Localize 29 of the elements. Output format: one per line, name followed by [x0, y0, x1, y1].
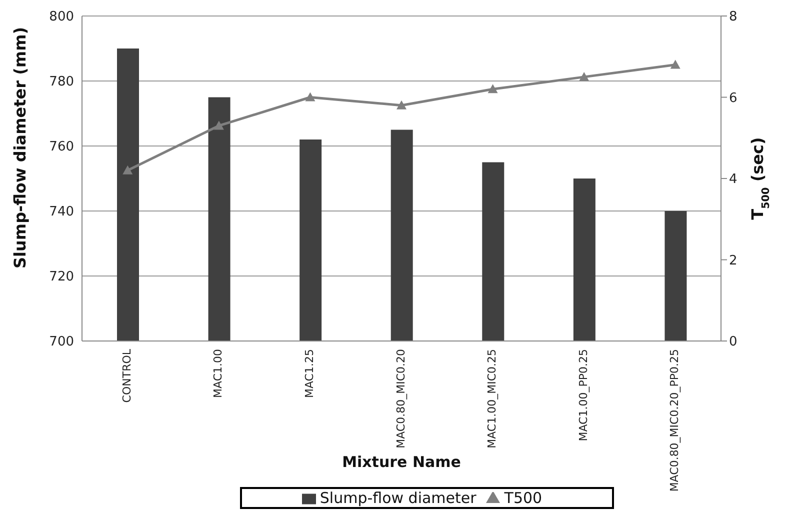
x-axis-title: Mixture Name [342, 453, 461, 471]
x-tick-label: MAC1.25 [303, 349, 316, 398]
y2-tick-label: 4 [729, 172, 738, 188]
point [122, 165, 133, 174]
point [214, 120, 224, 130]
y-tick-label: 780 [49, 74, 74, 90]
point [305, 92, 316, 102]
y-tick-label: 760 [49, 140, 74, 155]
y-tick-label: 740 [49, 204, 74, 220]
y2-tick-label: 6 [729, 90, 738, 106]
y2-tick-label: 8 [729, 10, 738, 25]
x-tick-label: MAC0.80_MIC0.20 [394, 349, 408, 448]
point [396, 100, 406, 110]
x-tick-label: MAC0.80_MIC0.20_PP0.25 [668, 349, 682, 492]
y-axis-title: Slump-flow diameter (mm) [10, 26, 30, 268]
point [488, 84, 498, 94]
x-tick-label: MAC1.00_PP0.25 [576, 349, 590, 442]
legend-label: T500 [504, 489, 542, 507]
x-tick-label: CONTROL [120, 348, 134, 403]
y-tick-label: 800 [49, 10, 74, 25]
y-tick-label: 700 [49, 334, 74, 350]
point [670, 60, 680, 69]
point [579, 72, 590, 81]
legend-label: Slump-flow diameter [320, 489, 476, 507]
y-tick-label: 720 [49, 270, 74, 285]
y2-tick-label: 0 [729, 334, 738, 350]
y2-tick-label: 2 [729, 253, 738, 268]
x-tick-label: MAC1.00 [212, 349, 225, 398]
x-tick-label: MAC1.00_MIC0.25 [486, 349, 499, 448]
